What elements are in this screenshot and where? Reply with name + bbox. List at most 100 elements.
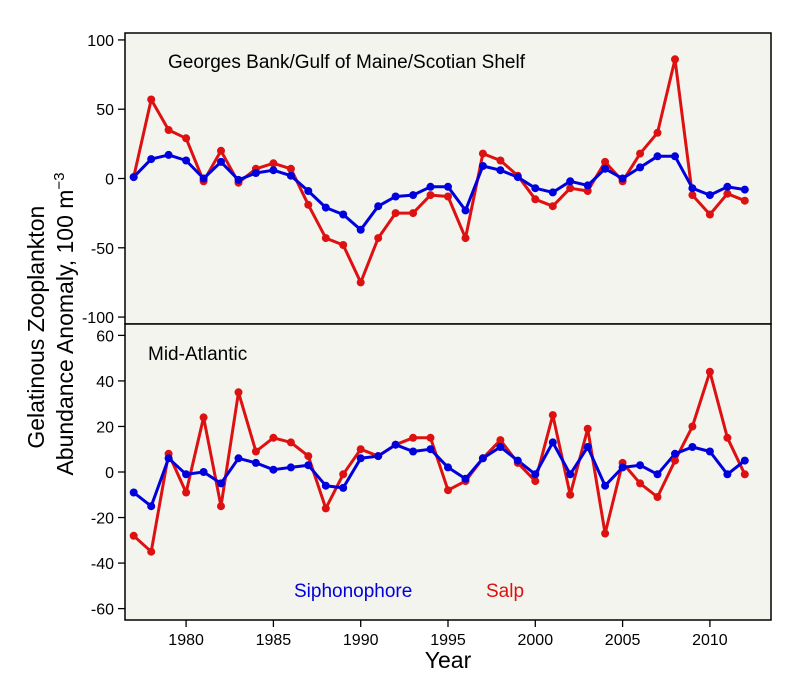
data-point-salp — [321, 504, 330, 513]
legend-salp: Salp — [486, 581, 524, 602]
data-point-siphonophore — [251, 169, 260, 177]
data-point-siphonophore — [548, 438, 557, 447]
data-point-salp — [444, 192, 452, 201]
data-point-siphonophore — [531, 184, 540, 193]
legend-siphonophore: Siphonophore — [294, 581, 412, 602]
data-point-salp — [409, 433, 418, 442]
data-point-siphonophore — [409, 191, 418, 200]
data-point-siphonophore — [409, 447, 418, 456]
data-point-siphonophore — [426, 182, 435, 191]
data-point-salp — [531, 195, 540, 204]
data-point-siphonophore — [129, 488, 138, 497]
data-point-salp — [409, 209, 418, 218]
panel-2: -60 -40 -20 0 20 40 60 Mid-Atlantic — [91, 323, 772, 621]
data-point-salp — [251, 447, 260, 456]
data-point-salp — [688, 191, 697, 200]
plot-area — [125, 33, 771, 324]
data-point-salp — [234, 388, 243, 397]
data-point-salp — [147, 547, 156, 556]
data-point-salp — [426, 433, 435, 442]
data-point-salp — [653, 493, 662, 501]
data-point-salp — [182, 134, 191, 143]
data-point-salp — [723, 433, 732, 442]
data-point-siphonophore — [566, 470, 575, 479]
data-point-salp — [269, 159, 278, 168]
data-point-siphonophore — [618, 174, 627, 183]
data-point-salp — [217, 146, 225, 155]
data-point-siphonophore — [531, 470, 540, 479]
y-tick-label: 100 — [87, 33, 114, 50]
x-tick-label: 1990 — [343, 632, 379, 649]
data-point-salp — [548, 202, 557, 211]
data-point-siphonophore — [566, 177, 575, 186]
data-point-siphonophore — [618, 463, 627, 472]
data-point-siphonophore — [444, 182, 452, 191]
data-point-siphonophore — [374, 202, 383, 211]
data-point-salp — [496, 436, 505, 445]
y-axis-title: Gelatinous Zooplankton Abundance Anomaly… — [23, 172, 78, 475]
data-point-siphonophore — [147, 502, 156, 511]
data-point-salp — [740, 470, 749, 479]
data-point-salp — [705, 210, 714, 219]
data-point-salp — [566, 184, 575, 193]
data-point-siphonophore — [671, 449, 679, 458]
data-point-salp — [374, 234, 383, 243]
panel-1: -100 -50 0 50 100 Georges Bank/Gulf of Maine/… — [82, 32, 772, 327]
data-point-siphonophore — [478, 454, 487, 463]
data-point-salp — [601, 157, 610, 166]
data-point-siphonophore — [286, 171, 295, 180]
x-tick-label: 1985 — [256, 632, 292, 649]
y-tick-label: 20 — [96, 419, 114, 436]
data-point-salp — [182, 488, 191, 497]
y-tick-label: -60 — [91, 602, 114, 619]
data-point-siphonophore — [251, 458, 260, 467]
data-point-siphonophore — [391, 440, 400, 449]
data-point-siphonophore — [391, 192, 400, 201]
data-point-siphonophore — [636, 461, 645, 470]
data-point-siphonophore — [182, 156, 191, 165]
data-point-siphonophore — [583, 181, 592, 190]
x-tick-label: 1995 — [430, 632, 466, 649]
panel-title: Georges Bank/Gulf of Maine/Scotian Shelf — [168, 52, 526, 73]
data-point-salp — [147, 95, 156, 104]
data-point-siphonophore — [234, 175, 243, 184]
data-point-salp — [339, 470, 348, 479]
y-axis-title-line2: Abundance Anomaly, 100 m−3 — [51, 172, 78, 475]
data-point-salp — [304, 452, 313, 461]
data-point-salp — [461, 234, 470, 243]
y-tick-label: -50 — [91, 241, 114, 258]
data-point-salp — [286, 164, 295, 173]
data-point-siphonophore — [636, 163, 645, 172]
data-point-salp — [496, 156, 505, 165]
data-point-siphonophore — [583, 443, 592, 451]
data-point-salp — [217, 502, 225, 511]
data-point-salp — [566, 490, 575, 499]
data-point-siphonophore — [723, 470, 732, 479]
data-point-salp — [164, 126, 173, 134]
data-point-siphonophore — [269, 166, 278, 175]
data-point-siphonophore — [444, 463, 452, 472]
data-point-siphonophore — [304, 187, 313, 195]
y-tick-label: -40 — [91, 556, 114, 573]
data-point-siphonophore — [496, 443, 505, 451]
data-point-salp — [601, 529, 610, 538]
data-point-siphonophore — [217, 479, 225, 488]
data-point-salp — [723, 189, 732, 198]
data-point-siphonophore — [496, 166, 505, 175]
data-point-salp — [269, 433, 278, 442]
y-tick-label: 0 — [105, 465, 114, 482]
data-point-siphonophore — [374, 452, 383, 461]
data-point-siphonophore — [356, 225, 365, 234]
data-point-salp — [671, 456, 679, 465]
data-point-siphonophore — [705, 447, 714, 456]
data-point-salp — [653, 128, 662, 137]
data-point-siphonophore — [321, 203, 330, 212]
data-point-siphonophore — [164, 150, 173, 159]
plot-area — [125, 324, 771, 620]
data-point-siphonophore — [321, 481, 330, 490]
data-point-siphonophore — [601, 164, 610, 173]
data-point-siphonophore — [217, 157, 225, 166]
x-axis-title: Year — [425, 647, 472, 673]
data-point-siphonophore — [304, 461, 313, 470]
y-tick-label: -20 — [91, 511, 114, 528]
